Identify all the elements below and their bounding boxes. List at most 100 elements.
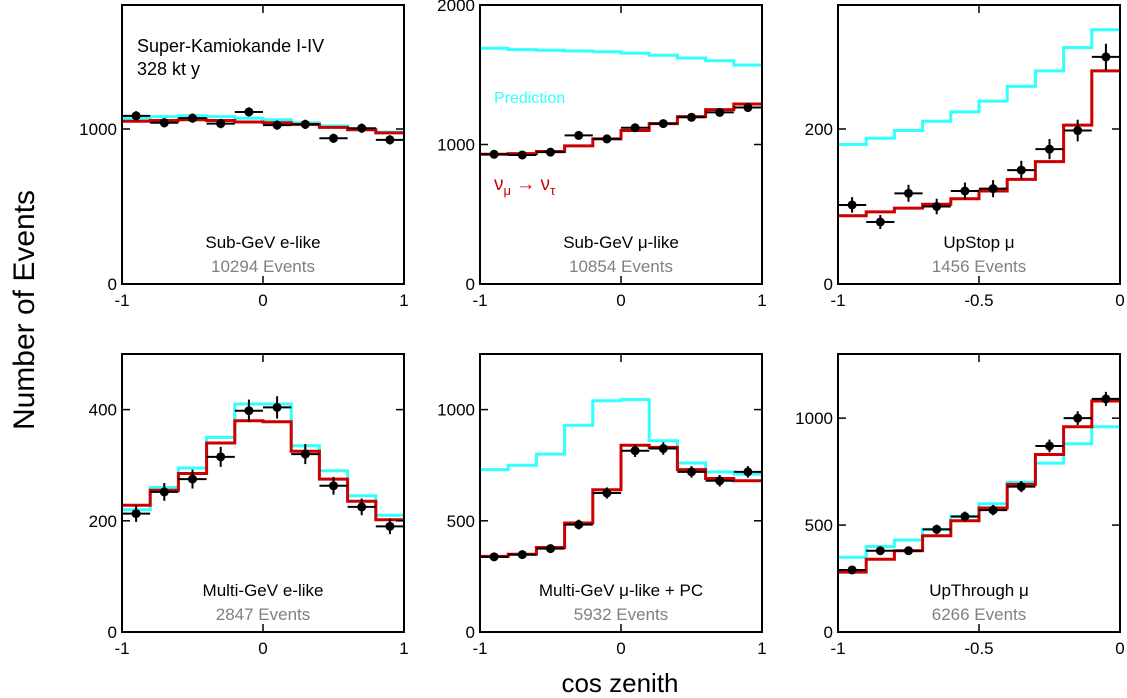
data-point bbox=[922, 198, 951, 215]
data-point-marker bbox=[1101, 52, 1111, 62]
data-point bbox=[1091, 43, 1120, 71]
data-point-marker bbox=[489, 552, 499, 562]
data-point-marker bbox=[300, 119, 310, 129]
data-point bbox=[564, 130, 593, 140]
x-tick-label: -1 bbox=[830, 291, 845, 310]
x-tick-label: 0 bbox=[258, 291, 267, 310]
data-point-marker bbox=[988, 184, 998, 194]
panel-6: -1 -0.5 0 0 500 1000 UpThrough μ 6266 Events bbox=[795, 353, 1125, 658]
data-point bbox=[950, 511, 979, 522]
data-point-marker bbox=[904, 188, 913, 198]
panel-title: UpThrough μ bbox=[929, 581, 1029, 600]
panel-event-count: 6266 Events bbox=[932, 605, 1027, 624]
data-point bbox=[733, 466, 762, 478]
data-point bbox=[838, 197, 867, 213]
oscillation-legend-nu: ν bbox=[494, 174, 504, 195]
data-point-marker bbox=[517, 150, 527, 160]
y-axis-label: Number of Events bbox=[8, 190, 41, 430]
x-tick-label: 0 bbox=[616, 639, 625, 658]
data-point bbox=[347, 123, 376, 133]
data-point-marker bbox=[574, 130, 584, 140]
data-point-marker bbox=[131, 509, 141, 519]
data-point bbox=[677, 112, 706, 122]
data-point-marker bbox=[385, 135, 395, 145]
data-point bbox=[866, 215, 895, 229]
data-point-marker bbox=[1101, 394, 1111, 404]
x-tick-label: -1 bbox=[830, 639, 845, 658]
data-point bbox=[592, 134, 621, 144]
data-point-marker bbox=[1073, 413, 1083, 423]
panel-title: Multi-GeV μ-like + PC bbox=[539, 581, 703, 600]
x-tick-label: -1 bbox=[472, 291, 487, 310]
data-point bbox=[677, 466, 706, 478]
oscillation-histogram bbox=[480, 443, 762, 558]
data-point-marker bbox=[932, 202, 942, 211]
data-point bbox=[508, 150, 537, 160]
panel-event-count: 2847 Events bbox=[216, 605, 311, 624]
data-point bbox=[150, 482, 179, 501]
data-point-marker bbox=[960, 186, 970, 196]
data-point bbox=[733, 103, 762, 113]
data-point-marker bbox=[658, 119, 668, 129]
y-tick-label: 2000 bbox=[437, 0, 475, 15]
data-point bbox=[263, 396, 292, 419]
data-point bbox=[536, 544, 565, 554]
data-point-marker bbox=[630, 446, 640, 456]
data-point bbox=[1063, 411, 1092, 425]
data-point-marker bbox=[546, 544, 555, 554]
y-tick-label: 500 bbox=[447, 512, 475, 531]
prediction-histogram bbox=[480, 46, 762, 67]
data-point-marker bbox=[329, 133, 338, 143]
x-tick-label: 1 bbox=[757, 291, 766, 310]
data-point-marker bbox=[715, 107, 725, 117]
data-point-marker bbox=[131, 111, 141, 121]
data-point-marker bbox=[847, 565, 857, 575]
data-point bbox=[1007, 481, 1036, 493]
data-point bbox=[705, 107, 734, 117]
data-point bbox=[375, 135, 404, 145]
y-tick-label: 1000 bbox=[795, 409, 833, 428]
data-point-marker bbox=[574, 520, 584, 530]
data-point-marker bbox=[602, 488, 612, 498]
data-point-marker bbox=[875, 217, 885, 227]
panel-title: Sub-GeV e-like bbox=[205, 233, 320, 252]
data-point-marker bbox=[904, 546, 913, 556]
data-point bbox=[621, 123, 650, 133]
data-point-marker bbox=[159, 118, 169, 128]
data-point bbox=[894, 546, 923, 556]
y-tick-label: 0 bbox=[466, 275, 475, 294]
panel-title: Sub-GeV μ-like bbox=[563, 233, 679, 252]
y-tick-label: 1000 bbox=[437, 401, 475, 420]
x-tick-label: 1 bbox=[399, 291, 408, 310]
x-tick-label: -1 bbox=[472, 639, 487, 658]
data-point bbox=[178, 113, 207, 123]
panel-event-count: 10854 Events bbox=[569, 257, 673, 276]
prediction-legend: Prediction bbox=[494, 90, 565, 107]
y-tick-label: 0 bbox=[466, 623, 475, 642]
data-point bbox=[1063, 119, 1092, 142]
data-point-marker bbox=[300, 449, 310, 459]
y-tick-label: 0 bbox=[108, 623, 117, 642]
data-point bbox=[263, 120, 292, 130]
data-point bbox=[894, 184, 923, 202]
data-point bbox=[1091, 391, 1120, 406]
panel-event-count: 10294 Events bbox=[211, 257, 315, 276]
data-point bbox=[536, 147, 565, 157]
y-tick-label: 0 bbox=[108, 275, 117, 294]
panel-event-count: 1456 Events bbox=[932, 257, 1027, 276]
data-point bbox=[979, 504, 1008, 516]
data-point-marker bbox=[357, 502, 367, 512]
y-tick-label: 1000 bbox=[79, 120, 117, 139]
data-point-marker bbox=[932, 524, 942, 534]
prediction-histogram bbox=[838, 425, 1120, 559]
oscillation-histogram bbox=[122, 118, 404, 135]
data-point bbox=[621, 444, 650, 457]
data-point-marker bbox=[1045, 441, 1054, 451]
data-point-marker bbox=[216, 119, 226, 129]
x-tick-label: 1 bbox=[757, 639, 766, 658]
data-point-marker bbox=[630, 123, 640, 133]
